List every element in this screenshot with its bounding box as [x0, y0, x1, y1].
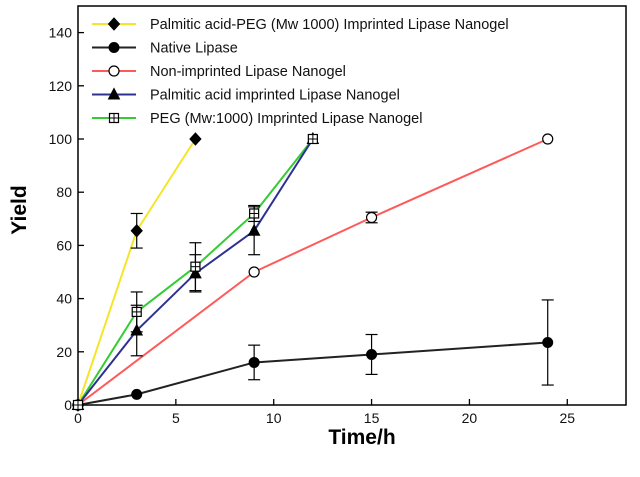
legend-item-0: Palmitic acid-PEG (Mw 1000) Imprinted Li…: [92, 17, 509, 33]
y-axis: 0 20 40 60 80 100 120 140: [49, 25, 84, 413]
legend-label: Non-imprinted Lipase Nanogel: [150, 64, 346, 80]
series-points-2: [72, 133, 554, 411]
legend-marker: [108, 42, 120, 53]
x-tick-label: 20: [462, 410, 478, 426]
legend-item-4: PEG (Mw:1000) Imprinted Lipase Nanogel: [92, 111, 422, 127]
x-tick-label: 5: [172, 410, 180, 426]
data-point: [72, 399, 84, 411]
data-point: [248, 266, 260, 278]
y-tick-label: 60: [56, 237, 72, 253]
data-point: [365, 211, 378, 224]
data-point: [130, 224, 143, 238]
series-points-1: [72, 299, 554, 411]
data-point: [190, 261, 201, 272]
legend-item-1: Native Lipase: [92, 41, 238, 57]
legend: Palmitic acid-PEG (Mw 1000) Imprinted Li…: [92, 17, 509, 127]
legend-marker: [108, 112, 120, 124]
series-line-2: [77, 138, 549, 406]
data-point: [542, 133, 554, 145]
legend-label: Palmitic acid-PEG (Mw 1000) Imprinted Li…: [150, 17, 509, 33]
data-point: [131, 306, 142, 317]
series-line-0: [77, 138, 197, 406]
legend-label: PEG (Mw:1000) Imprinted Lipase Nanogel: [150, 111, 422, 127]
legend-marker: [108, 65, 120, 77]
legend-label: Palmitic acid imprinted Lipase Nanogel: [150, 88, 400, 104]
data-point: [249, 208, 260, 219]
data-point: [189, 132, 202, 146]
legend-label: Native Lipase: [150, 41, 238, 57]
legend-item-3: Palmitic acid imprinted Lipase Nanogel: [92, 87, 400, 104]
y-axis-title: Yield: [8, 185, 31, 234]
y-tick-label: 140: [49, 25, 73, 41]
data-point: [248, 356, 260, 368]
data-point: [366, 348, 378, 360]
plot-frame: [77, 5, 627, 406]
y-tick-label: 100: [49, 131, 73, 147]
x-axis-title: Time/h: [328, 426, 395, 449]
legend-item-2: Non-imprinted Lipase Nanogel: [92, 64, 346, 80]
legend-marker: [107, 17, 121, 31]
x-axis: 0 5 10 15 20 25: [74, 399, 575, 426]
x-tick-label: 0: [74, 410, 82, 426]
plot-area: [77, 5, 627, 406]
data-point: [247, 223, 261, 236]
data-point: [131, 388, 143, 400]
series-points-0: [71, 132, 202, 412]
series-layer: [71, 131, 554, 412]
legend-marker: [107, 87, 121, 100]
y-tick-label: 40: [56, 291, 72, 307]
x-tick-label: 10: [266, 410, 282, 426]
y-tick-label: 20: [56, 344, 72, 360]
y-tick-label: 80: [56, 184, 72, 200]
data-point: [542, 336, 554, 348]
series-points-4: [72, 133, 318, 411]
data-point: [307, 133, 318, 145]
y-tick-label: 0: [64, 397, 72, 413]
x-tick-label: 15: [364, 410, 380, 426]
y-tick-label: 120: [49, 78, 73, 94]
x-tick-label: 25: [559, 410, 575, 426]
